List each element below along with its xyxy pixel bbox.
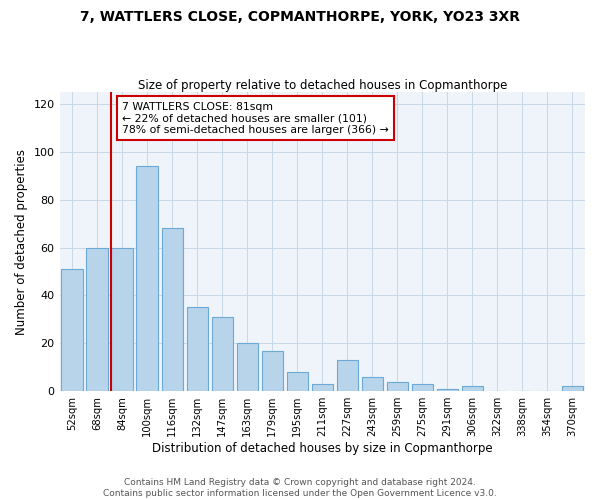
Bar: [161, 228, 183, 391]
Bar: [112, 248, 133, 391]
Bar: [412, 384, 433, 391]
Bar: [262, 350, 283, 391]
Bar: [562, 386, 583, 391]
Bar: [387, 382, 408, 391]
Bar: [362, 377, 383, 391]
Text: Contains HM Land Registry data © Crown copyright and database right 2024.
Contai: Contains HM Land Registry data © Crown c…: [103, 478, 497, 498]
X-axis label: Distribution of detached houses by size in Copmanthorpe: Distribution of detached houses by size …: [152, 442, 493, 455]
Text: 7, WATTLERS CLOSE, COPMANTHORPE, YORK, YO23 3XR: 7, WATTLERS CLOSE, COPMANTHORPE, YORK, Y…: [80, 10, 520, 24]
Bar: [86, 248, 108, 391]
Bar: [437, 389, 458, 391]
Bar: [187, 308, 208, 391]
Bar: [136, 166, 158, 391]
Bar: [212, 317, 233, 391]
Title: Size of property relative to detached houses in Copmanthorpe: Size of property relative to detached ho…: [137, 79, 507, 92]
Bar: [311, 384, 333, 391]
Bar: [462, 386, 483, 391]
Bar: [287, 372, 308, 391]
Y-axis label: Number of detached properties: Number of detached properties: [15, 148, 28, 334]
Bar: [61, 269, 83, 391]
Text: 7 WATTLERS CLOSE: 81sqm
← 22% of detached houses are smaller (101)
78% of semi-d: 7 WATTLERS CLOSE: 81sqm ← 22% of detache…: [122, 102, 389, 135]
Bar: [236, 344, 258, 391]
Bar: [337, 360, 358, 391]
